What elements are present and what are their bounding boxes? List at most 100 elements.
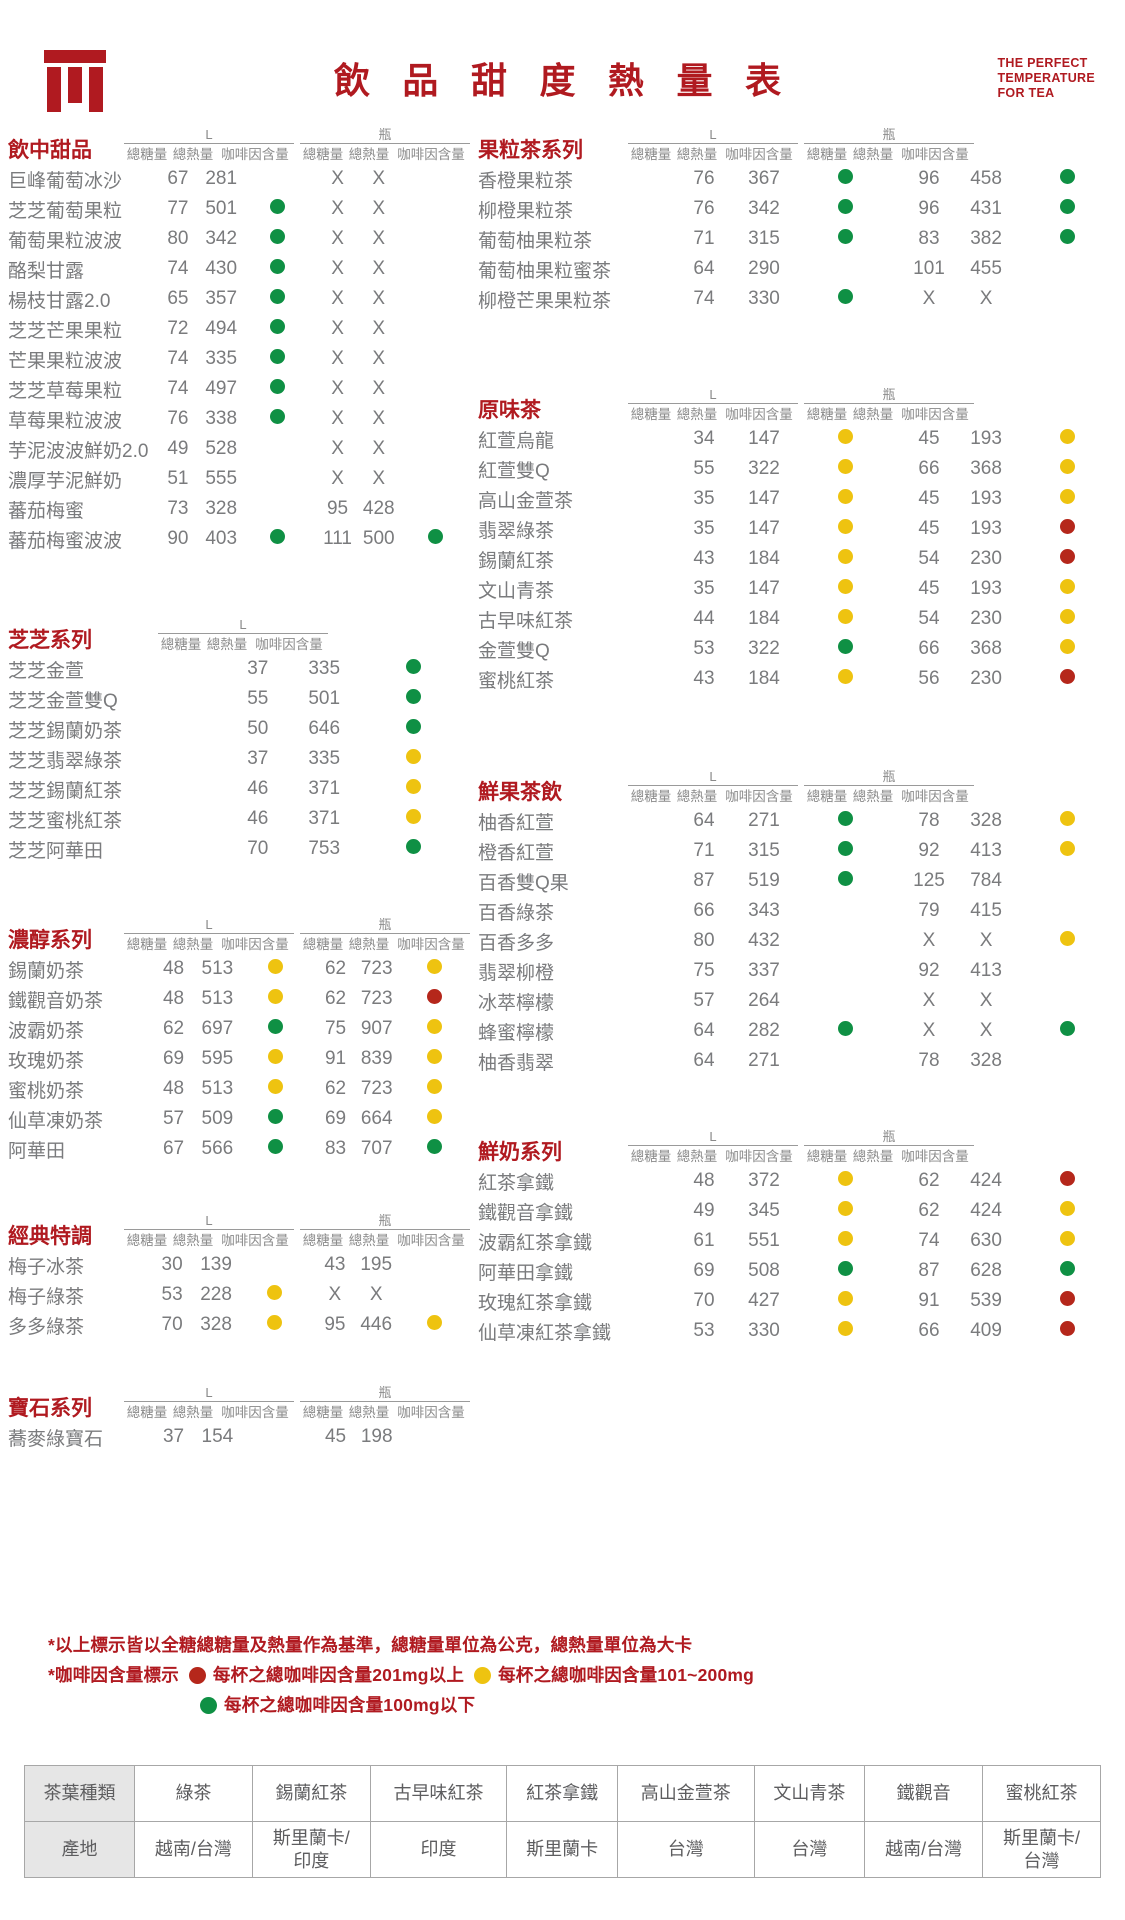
section-title-rich: 濃醇系列	[8, 927, 92, 952]
table-row: 玫瑰奶茶 69 595 91 839	[8, 1044, 470, 1074]
caffeine-dot-icon	[1059, 459, 1075, 474]
bottle-caffeine-indicator	[1016, 254, 1118, 284]
l-caffeine-indicator	[243, 524, 312, 554]
bottle-caffeine-indicator	[1016, 544, 1118, 574]
caffeine-dot-icon	[406, 809, 422, 824]
l-caffeine-indicator	[243, 254, 312, 284]
item-name: 柚香紅萱	[478, 812, 555, 834]
l-caffeine-indicator	[243, 344, 312, 374]
l-caffeine-indicator	[357, 714, 470, 744]
item-name: 葡萄柚果粒茶	[478, 230, 593, 252]
caffeine-dot-icon	[838, 1051, 853, 1066]
table-row: 百香雙Q果 87 519 125 784	[478, 866, 1118, 896]
l-caffeine-indicator	[794, 1316, 896, 1346]
origin-cell: 印度	[369, 1821, 508, 1878]
table-row: 文山青茶 35 147 45 193	[478, 574, 1118, 604]
l-sugar-value: 74	[167, 348, 189, 369]
group-L-classic: L 總糖量 總熱量 咖啡因含量	[124, 1214, 294, 1250]
tagline-line-2: TEMPERATURE	[997, 71, 1095, 85]
l-sugar-value: 75	[693, 960, 715, 981]
col-caffeine: 咖啡因含量	[901, 147, 969, 162]
size-label-L: L	[709, 127, 717, 142]
l-calories-value: 184	[748, 608, 780, 629]
size-label-L: L	[205, 917, 213, 932]
col-sugar: 總糖量	[302, 1405, 344, 1420]
bottle-sugar-value: X	[922, 990, 936, 1011]
bottle-caffeine-indicator	[399, 954, 470, 984]
col-sugar: 總糖量	[806, 1149, 848, 1164]
l-sugar-value: 70	[693, 1290, 715, 1311]
l-caffeine-indicator	[240, 1014, 311, 1044]
legend-yellow-text: 每杯之總咖啡因含量101~200mg	[498, 1665, 755, 1685]
group-bottle-original-tea: 瓶總糖量 總熱量 咖啡因含量	[804, 388, 974, 424]
l-caffeine-indicator	[794, 1166, 896, 1196]
caffeine-dot-icon	[1059, 841, 1075, 856]
col-calories: 總熱量	[206, 637, 248, 652]
section-drink-dessert: 飲中甜品 L 總糖量 總熱量 咖啡因含量瓶總糖量 總熱量 咖啡因含量 巨峰葡萄冰沙 67 281 X…	[8, 118, 470, 554]
caffeine-dot-icon	[428, 229, 443, 244]
bottle-sugar-value: 83	[918, 228, 940, 249]
table-row: 蜂蜜檸檬 64 282 X X	[478, 1016, 1118, 1046]
col-calories: 總熱量	[852, 407, 894, 422]
col-sugar: 總糖量	[302, 937, 344, 952]
bottle-caffeine-indicator	[401, 224, 470, 254]
caffeine-dot-icon	[428, 469, 443, 484]
footnote-caffeine-label: *咖啡因含量標示	[48, 1665, 179, 1685]
item-name: 阿華田	[8, 1140, 66, 1162]
col-calories: 總熱量	[172, 147, 214, 162]
tea-type-cell: 錫蘭紅茶	[251, 1765, 371, 1822]
caffeine-dot-icon	[427, 1427, 442, 1442]
item-name: 鐵觀音拿鐵	[478, 1202, 574, 1224]
l-caffeine-indicator	[794, 514, 896, 544]
caffeine-dot-icon	[1059, 1321, 1075, 1336]
size-label-L: L	[709, 387, 717, 402]
origin-cell: 斯里蘭卡/台灣	[982, 1821, 1101, 1878]
caffeine-dot-icon	[837, 841, 853, 856]
col-calories: 總熱量	[676, 147, 718, 162]
l-sugar-value: 87	[693, 870, 715, 891]
l-calories-value: 139	[200, 1254, 232, 1275]
caffeine-dot-icon	[266, 1285, 282, 1300]
l-sugar-value: 64	[693, 810, 715, 831]
l-sugar-value: 57	[162, 1108, 185, 1129]
size-label-L: L	[205, 127, 213, 142]
item-name: 錫蘭紅茶	[478, 550, 555, 572]
bottle-sugar-value: X	[331, 408, 344, 429]
table-row: 芝芝葡萄果粒 77 501 X X	[8, 194, 470, 224]
bottle-sugar-value: X	[922, 1020, 936, 1041]
caffeine-dot-icon	[428, 499, 443, 514]
item-name: 錫蘭奶茶	[8, 960, 85, 982]
table-zhizhi: 芝芝金萱 37 335 芝芝金萱雙Q 55 501 芝芝錫蘭奶茶 50 646 芝芝翡翠綠茶 37 3…	[8, 654, 470, 864]
l-calories-value: 555	[205, 468, 238, 489]
bottle-caffeine-indicator	[401, 164, 470, 194]
table-row: 葡萄果粒波波 80 342 X X	[8, 224, 470, 254]
caffeine-dot-icon	[426, 1139, 442, 1154]
l-caffeine-indicator	[794, 836, 896, 866]
section-fresh-milk: 鮮奶系列 L 總糖量 總熱量 咖啡因含量瓶總糖量 總熱量 咖啡因含量 紅茶拿鐵 48 372 62 4…	[478, 1120, 1118, 1346]
caffeine-dot-icon	[428, 439, 443, 454]
bottle-sugar-value: X	[331, 288, 344, 309]
table-row: 梅子綠茶 53 228 X X	[8, 1280, 470, 1310]
bottle-calories-value: 368	[970, 638, 1002, 659]
table-row: 芝芝草莓果粒 74 497 X X	[8, 374, 470, 404]
table-row: 柚香紅萱 64 271 78 328	[478, 806, 1118, 836]
bottle-calories-value: 424	[970, 1170, 1002, 1191]
size-label-bottle: 瓶	[882, 387, 896, 402]
bottle-sugar-value: X	[331, 198, 344, 219]
group-L-rich: L 總糖量 總熱量 咖啡因含量	[124, 918, 294, 954]
item-name: 古早味紅茶	[478, 610, 574, 632]
l-sugar-value: 55	[247, 688, 269, 709]
caffeine-dot-icon	[1059, 1201, 1075, 1216]
item-name: 酪梨甘露	[8, 260, 85, 282]
table-row: 翡翠綠茶 35 147 45 193	[478, 514, 1118, 544]
bottle-caffeine-indicator	[399, 1134, 470, 1164]
footnotes: *以上標示皆以全糖總糖量及熱量作為基準，總糖量單位為公克，總熱量單位為大卡 *咖…	[0, 1630, 1125, 1720]
l-sugar-value: 76	[693, 168, 715, 189]
item-name: 柳橙果粒茶	[478, 200, 574, 222]
bottle-sugar-value: 66	[918, 458, 940, 479]
l-caffeine-indicator	[794, 164, 896, 194]
col-caffeine: 咖啡因含量	[397, 1233, 465, 1248]
item-name: 葡萄柚果粒蜜茶	[478, 260, 612, 282]
l-sugar-value: 44	[693, 608, 715, 629]
bottle-caffeine-indicator	[1016, 514, 1118, 544]
